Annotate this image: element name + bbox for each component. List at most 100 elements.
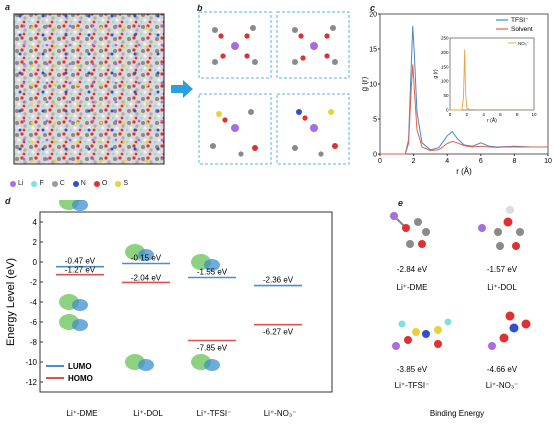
lumo-value-label: -2.36 eV — [263, 276, 294, 285]
energy-li-dme: -2.84 eV — [397, 265, 428, 274]
x-tick-label: 0 — [378, 158, 382, 165]
label-li-dol: Li⁺-DOL — [487, 283, 517, 292]
orbital-lobe — [75, 200, 85, 201]
molecule-li-tfsi — [392, 318, 452, 350]
label-li-dme: Li⁺-DME — [397, 283, 428, 292]
y-tick-label: 2 — [33, 238, 38, 247]
lumo-value-label: -0.15 eV — [131, 254, 162, 263]
y-tick-label: -10 — [25, 358, 37, 367]
y-tick-label: 15 — [369, 47, 377, 54]
category-label: Li⁺-DOL — [133, 409, 163, 418]
y-tick-label: 5 — [373, 117, 377, 124]
legend-label: N — [80, 180, 86, 187]
series-line-1 — [380, 64, 548, 155]
structure-box-2 — [276, 11, 350, 79]
homo-value-label: -6.27 eV — [263, 328, 294, 337]
legend-dot — [51, 180, 58, 187]
label-li-tfsi: Li⁺-TFSI⁻ — [395, 381, 430, 390]
legend-dot — [93, 180, 100, 187]
legend-label-1: Solvent — [511, 26, 533, 33]
lumo-value-label: -1.55 eV — [197, 268, 228, 277]
category-label: Li⁺-DME — [67, 409, 98, 418]
homo-value-label: -7.85 eV — [197, 344, 228, 353]
legend-dot — [10, 180, 16, 187]
energy-li-tfsi: -3.85 eV — [397, 365, 428, 374]
legend-label-lumo: LUMO — [68, 362, 92, 371]
binding-energy-title: Binding Energy — [430, 409, 484, 418]
panel-label-d: d — [5, 196, 11, 206]
inset-x-tick-label: 8 — [516, 112, 519, 117]
structure-box-4 — [276, 93, 350, 165]
y-tick-label: -6 — [30, 318, 38, 327]
x-tick-label: 4 — [445, 158, 449, 165]
inset-y-tick-label: 50 — [443, 93, 449, 98]
inset-y-tick-label: 200 — [441, 50, 449, 55]
orbital-lobe — [204, 359, 220, 371]
y-tick-label: -12 — [25, 378, 37, 387]
inset-series-line — [450, 49, 534, 111]
inset-x-tick-label: 6 — [499, 112, 502, 117]
legend-label: O — [101, 180, 108, 187]
y-tick-label: -4 — [30, 298, 38, 307]
structure-box-3 — [198, 93, 272, 165]
inset-y-tick-label: 150 — [441, 64, 449, 69]
legend-dot — [31, 180, 38, 187]
legend-dot — [115, 180, 122, 187]
y-axis-label: Energy Level (eV) — [5, 258, 17, 346]
orbital-lobe — [72, 200, 88, 211]
inset-frame — [449, 37, 535, 111]
legend-dot — [72, 180, 79, 187]
energy-li-no3: -4.66 eV — [487, 365, 518, 374]
legend-item-li: Li — [10, 180, 23, 187]
legend-label: S — [123, 180, 128, 187]
legend-label: F — [39, 180, 44, 187]
legend-item-s: S — [115, 180, 128, 187]
legend-item-f: F — [31, 180, 44, 187]
x-axis-label: r (Å) — [456, 167, 472, 176]
y-tick-label: 10 — [369, 82, 377, 89]
y-tick-label: 4 — [33, 218, 38, 227]
homo-value-label: -1.27 eV — [65, 266, 96, 275]
x-tick-label: 6 — [479, 158, 483, 165]
inset-y-tick-label: 100 — [441, 79, 449, 84]
legend-label: C — [59, 180, 65, 187]
md-simulation-box — [13, 13, 165, 165]
solvation-structures — [198, 11, 350, 165]
y-tick-label: 0 — [33, 258, 38, 267]
y-tick-label: -2 — [30, 278, 38, 287]
lumo-value-label: -0.47 eV — [65, 257, 96, 266]
panel-label-a: a — [5, 2, 11, 12]
homo-value-label: -2.04 eV — [131, 273, 162, 282]
legend-label-0: TFSI⁻ — [511, 17, 529, 24]
orbital-lobe — [138, 359, 154, 371]
panel-label-e: e — [398, 198, 404, 208]
inset-legend-label: NO₃⁻ — [518, 41, 530, 46]
y-tick-label: 0 — [373, 152, 377, 159]
panel-label-c: c — [370, 3, 376, 13]
inset-y-label: g (r) — [433, 69, 439, 79]
label-li-no3: Li⁺-NO₃⁻ — [486, 381, 519, 390]
x-tick-label: 10 — [544, 158, 552, 165]
energy-li-dol: -1.57 eV — [487, 265, 518, 274]
legend-item-n: N — [72, 180, 86, 187]
structure-box-1 — [198, 11, 272, 79]
orbital-lobe — [72, 319, 88, 331]
legend-label-homo: HOMO — [68, 374, 93, 383]
orbital-lobe — [138, 249, 154, 261]
legend-label: Li — [18, 180, 24, 187]
y-tick-label: -8 — [30, 338, 38, 347]
x-tick-label: 8 — [512, 158, 516, 165]
y-axis-label: g (r) — [362, 76, 369, 91]
series-line-0 — [380, 25, 548, 155]
y-tick-label: 20 — [369, 12, 377, 19]
molecule-li-no3 — [488, 311, 531, 350]
inset-x-tick-label: 2 — [466, 112, 469, 117]
x-tick-label: 2 — [412, 158, 416, 165]
molecule-li-dol — [478, 206, 524, 250]
inset-x-tick-label: 4 — [482, 112, 485, 117]
orbital-lobe — [204, 259, 220, 271]
legend-item-o: O — [93, 180, 108, 187]
legend-item-c: C — [51, 180, 65, 187]
category-label: Li⁺-TFSI⁻ — [197, 409, 232, 418]
rdf-chart: 0 2 4 6 8 100 5 10 15 20 r (Å) g (r) TFSI⁻ Solvent 0 2 4… — [362, 12, 552, 177]
